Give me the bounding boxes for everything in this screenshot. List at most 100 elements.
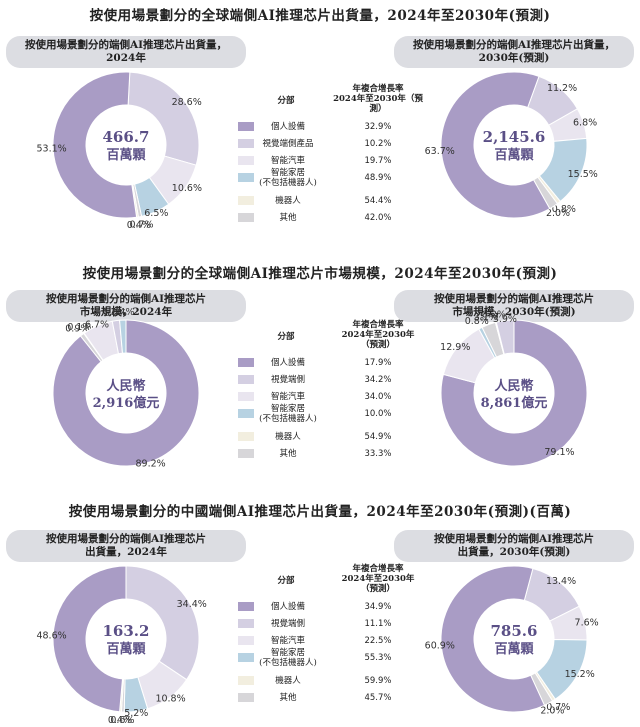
legend-swatch [238, 619, 254, 628]
legend-cagr-value: 11.1% [364, 619, 392, 629]
legend-cagr-value: 34.9% [364, 602, 392, 612]
pie-slice [52, 71, 138, 219]
pie-data-label: 2.0% [540, 705, 564, 716]
pie-data-label: 89.2% [136, 458, 166, 469]
legend-global-market: 分部 年複合增長率 2024年至2030年 （預測） 個人設備 17.9% 視覺端側 34.2… [238, 320, 438, 472]
pie-slice [527, 75, 579, 126]
pie-title-line: 市場規模，2024年 [79, 306, 173, 318]
legend-row: 智能家居 (不包括機器人) 55.3% [238, 648, 438, 671]
legend-row: 個人設備 17.9% [238, 354, 438, 376]
pie-title-line: 出貨量，2030年(預測) [457, 546, 571, 558]
legend-swatch [238, 676, 254, 685]
pie-data-label: 53.1% [36, 143, 66, 154]
pie-title-line: 按使用場景劃分的端側AI推理芯片 [45, 293, 207, 305]
pie-slice [52, 319, 200, 467]
pie-data-label: 0.8% [552, 204, 576, 215]
legend-cagr-value: 45.7% [364, 693, 392, 703]
legend-label-line: 其他 [279, 449, 297, 459]
legend-swatch [238, 139, 254, 148]
legend-header-line: 2024年至2030年 [341, 574, 415, 584]
legend-row: 視覺端側 11.1% [238, 615, 438, 637]
donut-hole [87, 354, 165, 432]
legend-china-shipments: 分部 年複合增長率 2024年至2030年 （預測） 個人設備 34.9% 視覺端側 11.1… [238, 564, 438, 716]
pie-data-label: 0.6% [110, 715, 134, 726]
pie-slice [535, 639, 588, 700]
pie-slice [148, 155, 197, 205]
donut-center-label: 百萬顆 [106, 641, 146, 657]
pie-slice [523, 567, 580, 622]
pie-data-label: 0.7% [546, 702, 570, 713]
donut-center-label: 466.7 [103, 128, 150, 146]
legend-label-line: 智能汽車 [270, 392, 305, 402]
pie-slice [127, 71, 200, 166]
pie-data-label: 7.6% [575, 617, 599, 628]
donut-center-label: 2,145.6 [483, 128, 546, 146]
legend-label-line: (不包括機器人) [259, 414, 317, 424]
legend-swatch [238, 213, 254, 222]
legend-label: 智能家居 (不包括機器人) [254, 404, 322, 424]
pie-slice [120, 678, 126, 713]
pie-title-2024-china: 按使用場景劃分的端側AI推理芯片 出貨量，2024年 [6, 530, 246, 562]
legend-row: 智能家居 (不包括機器人) 10.0% [238, 404, 438, 427]
legend-cagr-value: 32.9% [364, 122, 392, 132]
legend-label: 其他 [254, 213, 322, 223]
legend-cagr-value: 54.4% [364, 196, 392, 206]
pie-slice [440, 319, 588, 467]
pie-slice [119, 319, 127, 354]
legend-swatch [238, 409, 254, 418]
pie-slice [83, 332, 104, 362]
legend-swatch [238, 122, 254, 131]
pie-title-2030-market: 按使用場景劃分的端側AI推理芯片 市場規模，2030年(預測) [394, 290, 634, 322]
legend-row: 智能汽車 22.5% [238, 632, 438, 654]
donut-hole [475, 600, 553, 678]
pie-slice [137, 660, 188, 710]
legend-swatch [238, 156, 254, 165]
legend-label-line: 智能汽車 [270, 636, 305, 646]
legend-label-line: 智能家居 [270, 404, 305, 414]
legend-row: 視覺端側產品 10.2% [238, 135, 438, 157]
donut-hole [475, 106, 553, 184]
legend-row: 個人設備 34.9% [238, 598, 438, 620]
pie-slice [481, 321, 505, 358]
legend-header-line: 年複合增長率 [352, 564, 404, 574]
pie-slice [133, 176, 170, 217]
legend-label: 智能汽車 [254, 156, 322, 166]
legend-label-line: 智能家居 [270, 648, 305, 658]
legend-label-line: (不包括機器人) [259, 658, 317, 668]
donut-center-label: 163.2 [103, 622, 150, 640]
legend-label: 個人設備 [254, 122, 322, 132]
pie-title-2030-shipments: 按使用場景劃分的端側AI推理芯片出貨量， 2030年(預測) [394, 36, 634, 68]
pie-slice [119, 678, 125, 713]
pie-slice [478, 326, 498, 359]
legend-row: 智能汽車 34.0% [238, 388, 438, 410]
legend-swatch [238, 358, 254, 367]
pie-title-line: 2030年(預測) [478, 52, 550, 64]
legend-header-line: （預測） [360, 584, 395, 594]
legend-label-line: (不包括機器人) [259, 178, 317, 188]
pie-slice [494, 321, 505, 355]
legend-header-line: 年複合增長率 [352, 320, 404, 330]
legend-label: 視覺端側產品 [254, 139, 322, 149]
legend-row: 智能汽車 19.7% [238, 152, 438, 174]
pie-slice [440, 71, 551, 219]
pie-data-label: 6.8% [573, 118, 597, 129]
pie-slice [534, 671, 556, 702]
legend-cagr-value: 10.0% [364, 409, 392, 419]
pie-slice [131, 183, 139, 218]
pie-title-2024-market: 按使用場景劃分的端側AI推理芯片 市場規模，2024年 [6, 290, 246, 322]
pie-data-label: 13.4% [546, 576, 576, 587]
legend-cagr-value: 33.3% [364, 449, 392, 459]
pie-data-label: 6.5% [144, 208, 168, 219]
legend-swatch [238, 432, 254, 441]
legend-row: 視覺端側 34.2% [238, 371, 438, 393]
donut-center-label: 8,861億元 [481, 395, 548, 411]
legend-label: 智能汽車 [254, 636, 322, 646]
legend-cagr-value: 34.2% [364, 375, 392, 385]
legend-row: 個人設備 32.9% [238, 118, 438, 140]
legend-row: 其他 33.3% [238, 445, 438, 467]
pie-slice [83, 320, 120, 361]
pie-data-label: 0.1% [67, 322, 91, 333]
pie-slice [549, 605, 588, 641]
legend-swatch [238, 693, 254, 702]
